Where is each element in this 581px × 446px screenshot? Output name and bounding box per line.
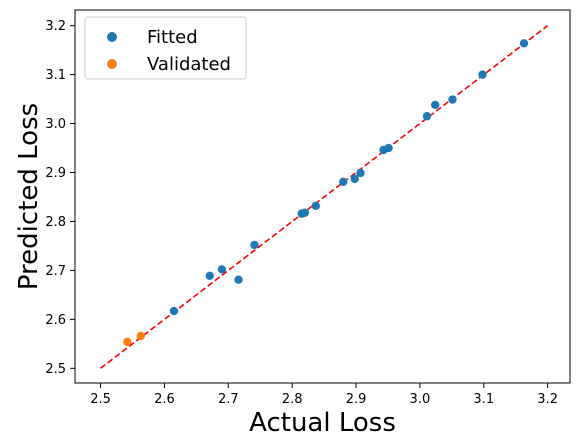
- x-tick-label: 2.5: [90, 392, 111, 407]
- legend-marker-fitted: [107, 32, 117, 42]
- validated-point: [136, 331, 145, 341]
- fitted-point: [217, 265, 227, 274]
- y-tick-label: 2.6: [45, 313, 66, 328]
- x-tick-label: 2.7: [218, 392, 239, 407]
- fitted-point: [350, 174, 359, 184]
- validated-point: [123, 337, 132, 347]
- fitted-point: [250, 240, 259, 250]
- fitted-point: [169, 306, 179, 316]
- x-axis-title: Actual Loss: [249, 408, 396, 438]
- x-tick-label: 2.9: [346, 392, 367, 407]
- legend-marker-validated: [107, 59, 117, 69]
- legend-box: [84, 16, 247, 80]
- x-tick-label: 3.1: [473, 392, 494, 407]
- fitted-point: [234, 275, 243, 284]
- fitted-point: [300, 208, 310, 217]
- ticks-layer: 2.5 2.6 2.7 2.8 2.9 3.0 3.1 3.2 2.5 2.6 2.7 2.8 2.9 3…: [45, 19, 558, 407]
- legend-label-fitted: Fitted: [147, 27, 198, 48]
- plot-frame: [74, 9, 571, 384]
- y-tick-label: 3.1: [45, 68, 66, 83]
- x-tick-label: 3.2: [537, 392, 558, 407]
- y-tick-label: 3.0: [45, 117, 66, 132]
- y-tick-label: 2.5: [45, 362, 66, 377]
- y-tick-label: 2.8: [45, 215, 66, 230]
- legend: Fitted Validated: [84, 16, 247, 80]
- fitted-point: [339, 177, 348, 187]
- y-tick-label: 3.2: [45, 19, 66, 34]
- y-tick-label: 2.7: [45, 264, 66, 279]
- x-tick-label: 2.6: [154, 392, 175, 407]
- fitted-point: [431, 100, 440, 110]
- y-tick-label: 2.9: [45, 166, 66, 181]
- fitted-point: [311, 201, 320, 211]
- fitted-point: [422, 112, 432, 121]
- y-axis-title: Predicted Loss: [14, 103, 44, 290]
- fitted-point: [519, 39, 529, 48]
- x-tick-label: 3.0: [410, 392, 431, 407]
- x-tick-label: 2.8: [282, 392, 303, 407]
- fitted-point: [384, 143, 393, 153]
- legend-label-validated: Validated: [147, 54, 231, 75]
- fitted-point: [205, 271, 214, 280]
- fitted-point: [448, 95, 457, 104]
- fitted-point: [356, 168, 365, 178]
- points-layer: [123, 39, 529, 347]
- fitted-point: [478, 70, 487, 79]
